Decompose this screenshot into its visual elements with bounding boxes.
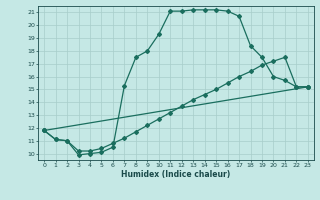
- X-axis label: Humidex (Indice chaleur): Humidex (Indice chaleur): [121, 170, 231, 179]
